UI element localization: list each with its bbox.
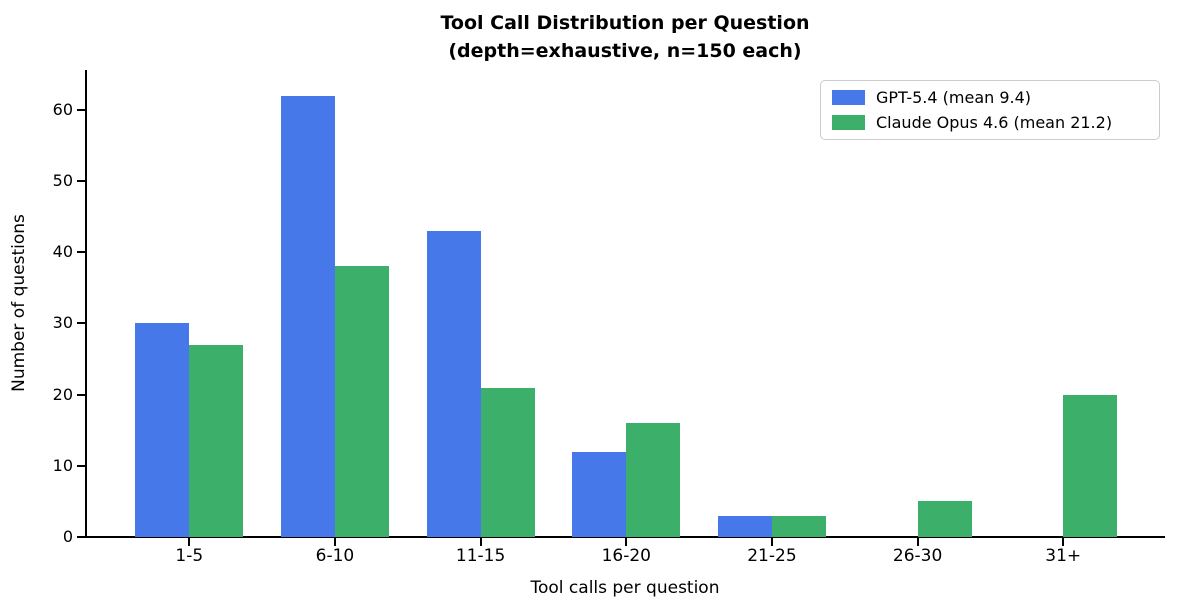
y-tick-label-30: 30 <box>52 313 73 333</box>
x-tick-mark-31+ <box>1062 538 1065 546</box>
legend-swatch-claude <box>832 115 865 130</box>
y-tick-mark-20 <box>77 393 85 396</box>
bar-claude-opus-4.6-31+ <box>1063 394 1118 537</box>
bar-claude-opus-4.6-1-5 <box>189 344 244 537</box>
bar-claude-opus-4.6-21-25 <box>771 515 826 537</box>
bar-gpt-5.4-6-10 <box>280 95 335 537</box>
x-tick-label-16-20: 16-20 <box>601 546 651 566</box>
y-tick-mark-40 <box>77 251 85 254</box>
bar-claude-opus-4.6-11-15 <box>480 387 535 537</box>
legend-label-gpt: GPT-5.4 (mean 9.4) <box>876 87 1032 107</box>
chart-title: Tool Call Distribution per Question (dep… <box>86 9 1164 65</box>
x-axis-label: Tool calls per question <box>530 578 720 598</box>
bar-claude-opus-4.6-16-20 <box>626 423 681 537</box>
y-axis-label: Number of questions <box>9 214 29 392</box>
legend: GPT-5.4 (mean 9.4) Claude Opus 4.6 (mean… <box>820 80 1160 140</box>
bar-gpt-5.4-11-15 <box>426 230 481 537</box>
y-tick-label-40: 40 <box>52 242 73 262</box>
legend-item-1: Claude Opus 4.6 (mean 21.2) <box>832 112 1159 132</box>
bar-gpt-5.4-16-20 <box>572 451 627 537</box>
x-tick-mark-11-15 <box>479 538 482 546</box>
y-tick-label-0: 0 <box>62 527 73 546</box>
legend-swatch-gpt <box>832 90 865 105</box>
bar-gpt-5.4-21-25 <box>717 515 772 537</box>
legend-label-claude: Claude Opus 4.6 (mean 21.2) <box>876 112 1113 132</box>
x-tick-mark-16-20 <box>625 538 628 546</box>
y-tick-mark-50 <box>77 180 85 183</box>
bar-claude-opus-4.6-6-10 <box>334 266 389 537</box>
x-tick-label-11-15: 11-15 <box>455 546 506 566</box>
y-tick-label-60: 60 <box>52 99 73 119</box>
x-tick-mark-26-30 <box>916 538 919 546</box>
y-tick-mark-30 <box>77 322 85 325</box>
y-tick-label-50: 50 <box>52 171 73 191</box>
x-axis-spine <box>85 536 1165 538</box>
y-tick-mark-0 <box>77 536 85 538</box>
chart-title-line2: (depth=exhaustive, n=150 each) <box>448 40 802 62</box>
x-tick-label-31+: 31+ <box>1045 546 1082 566</box>
bar-claude-opus-4.6-26-30 <box>917 501 972 537</box>
x-tick-mark-1-5 <box>188 538 191 546</box>
y-tick-label-10: 10 <box>52 455 73 475</box>
x-tick-label-26-30: 26-30 <box>892 546 943 566</box>
x-tick-mark-21-25 <box>770 538 773 546</box>
legend-item-0: GPT-5.4 (mean 9.4) <box>832 87 1159 107</box>
y-axis-spine <box>85 70 87 538</box>
chart-title-line1: Tool Call Distribution per Question <box>440 12 810 34</box>
x-tick-label-6-10: 6-10 <box>315 546 355 566</box>
y-tick-mark-60 <box>77 108 85 111</box>
x-tick-label-21-25: 21-25 <box>747 546 797 566</box>
y-tick-mark-10 <box>77 464 85 467</box>
x-tick-mark-6-10 <box>333 538 336 546</box>
bar-gpt-5.4-1-5 <box>135 323 190 537</box>
y-tick-label-20: 20 <box>52 384 73 404</box>
x-tick-label-1-5: 1-5 <box>175 546 204 566</box>
